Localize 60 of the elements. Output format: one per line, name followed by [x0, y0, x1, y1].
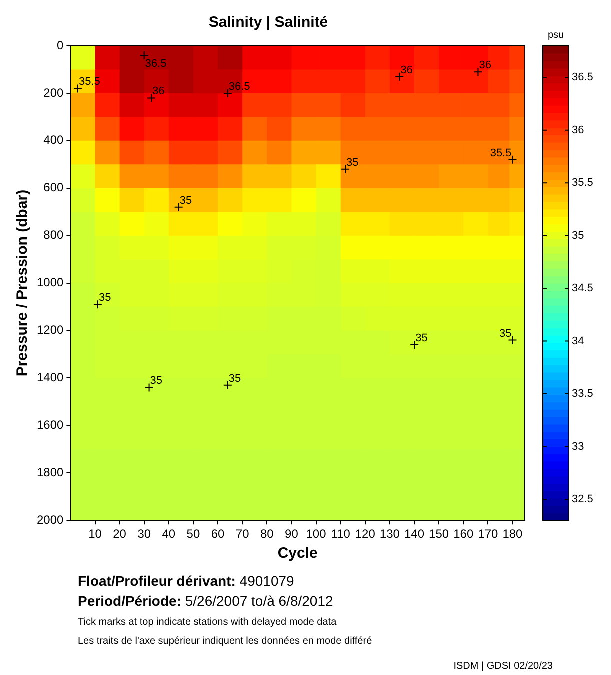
x-tick-label: 140 [404, 527, 425, 542]
text: ISDM | GDSI 02/20/23 [452, 661, 554, 672]
x-tick-label: 20 [113, 527, 127, 542]
color-bar-label: 34.5 [572, 282, 594, 295]
annotation: 35 [346, 156, 359, 169]
annotation: 36.5 [145, 58, 167, 70]
x-tick-label: 70 [236, 527, 250, 542]
text: Period/Période: 5/26/2007 to/à 6/8/2012 [78, 593, 334, 609]
x-tick-label: 60 [211, 527, 226, 542]
color-bar-label: 33.5 [572, 388, 594, 400]
text: Tick marks at top indicate stations with delayed mode data [78, 617, 338, 628]
color-bar-label: 34 [572, 335, 584, 348]
x-tick-label: 110 [331, 527, 351, 542]
y-tick-label: 600 [44, 180, 64, 195]
annotation: 35 [98, 292, 112, 304]
y-tick-label: 400 [44, 133, 64, 148]
annotation: 36 [479, 60, 492, 72]
x-tick-label: 160 [454, 527, 474, 542]
annotation: 35 [228, 372, 242, 385]
x-axis-title: Cycle [278, 545, 318, 562]
x-tick-label: 100 [306, 527, 327, 542]
x-tick-label: 30 [138, 527, 152, 542]
color-bar-label: 35.5 [572, 177, 594, 190]
annotation: 35.5 [490, 147, 512, 160]
x-tick-label: 170 [478, 527, 498, 542]
annotation: 35 [180, 194, 192, 207]
y-tick-label: 1800 [36, 465, 64, 480]
x-tick-label: 150 [429, 527, 450, 542]
y-tick-label: 1400 [36, 370, 64, 385]
text: Les traits de l'axe supérieur indiquent les données en mode différé [78, 636, 374, 647]
color-bar-label: 33 [572, 440, 584, 453]
y-tick-label: 2000 [36, 512, 64, 527]
x-tick-label: 120 [355, 527, 376, 542]
x-tick-label: 10 [88, 527, 102, 542]
text: Float/Profileur dérivant: 4901079 [78, 573, 296, 589]
annotation: 36 [400, 64, 413, 76]
color-bar-label: 36 [572, 124, 584, 136]
y-tick-label: 200 [44, 86, 64, 100]
x-tick-label: 80 [260, 527, 274, 542]
x-tick-label: 50 [186, 527, 200, 542]
y-tick-label: 800 [44, 228, 64, 242]
annotation: 36 [152, 86, 165, 98]
y-tick-label: 0 [57, 38, 64, 52]
color-bar-label: 36.5 [572, 72, 594, 84]
annotation: 36.5 [228, 80, 250, 93]
annotation: 35 [500, 328, 512, 340]
y-tick-label: 1000 [36, 276, 64, 290]
x-tick-label: 180 [502, 527, 524, 542]
chart-title: Salinity | Salinité [208, 14, 328, 32]
y-tick-label: 1600 [36, 418, 64, 432]
annotation: 35 [416, 332, 428, 345]
y-tick-label: 1200 [36, 323, 64, 338]
color-bar-title: psu [548, 30, 564, 41]
x-tick-label: 90 [285, 527, 299, 542]
color-bar-label: 35 [572, 230, 584, 242]
x-tick-label: 130 [380, 527, 400, 542]
color-bar-label: 32.5 [572, 494, 594, 506]
y-axis-title: Pressure / Pression (dbar) [14, 190, 32, 377]
x-tick-label: 40 [162, 527, 176, 542]
annotation: 35 [150, 375, 163, 388]
